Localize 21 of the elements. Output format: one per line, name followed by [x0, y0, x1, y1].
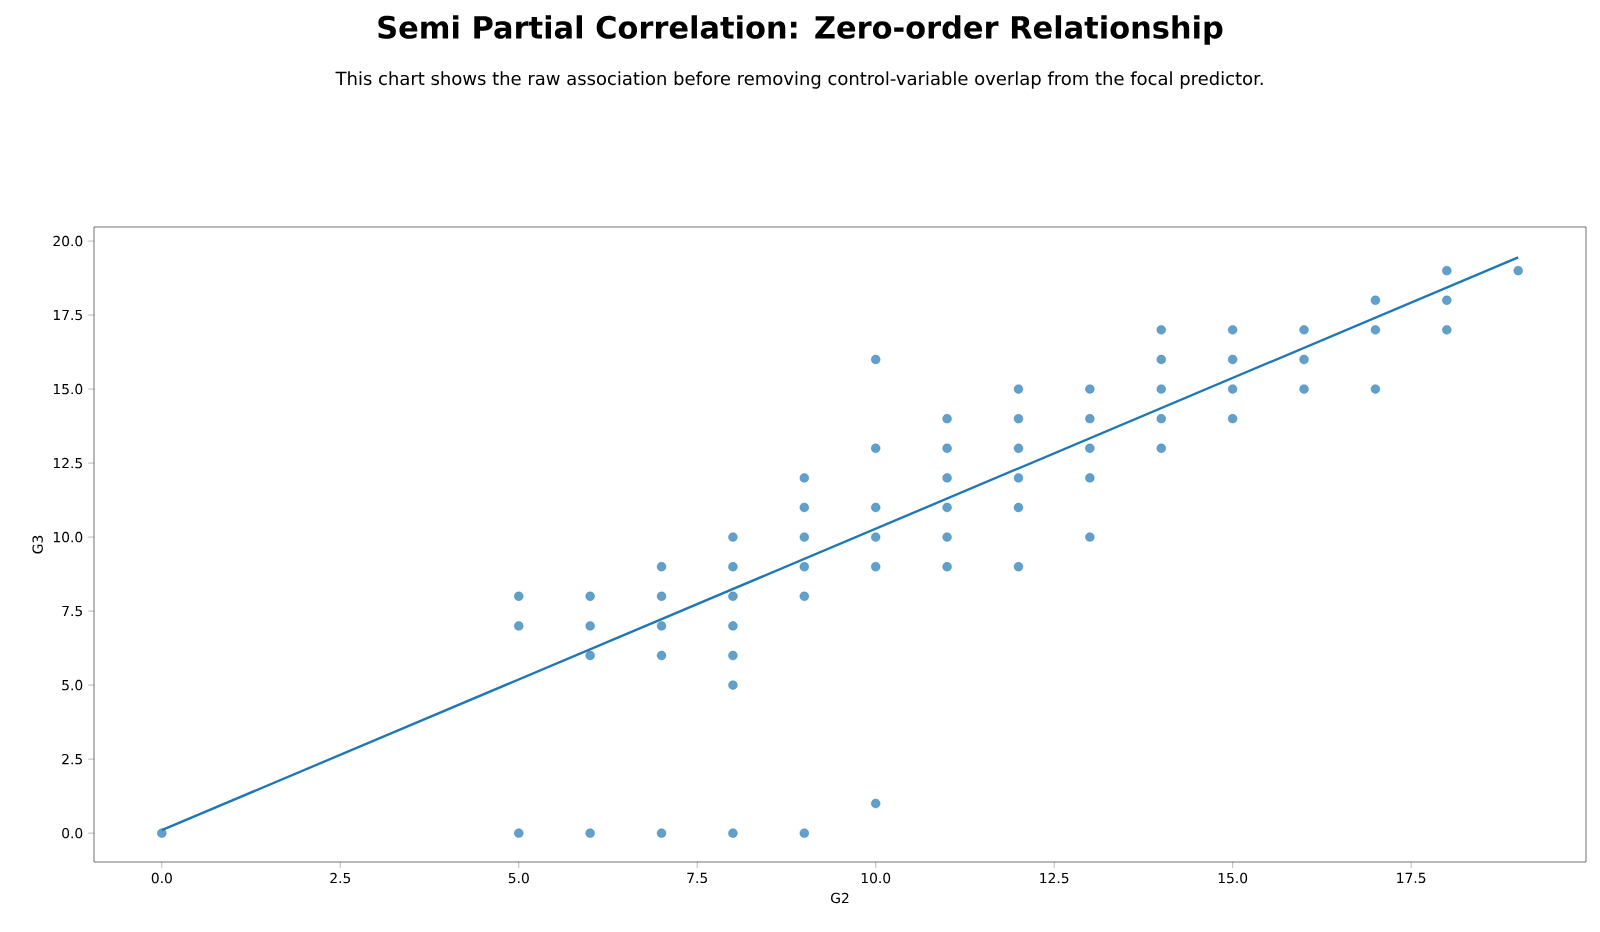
y-tick-label: 0.0	[62, 827, 83, 839]
chart-subtitle: This chart shows the raw association before removing control-variable overlap from the focal predictor.	[335, 71, 1263, 89]
x-tick-label: 7.5	[687, 872, 708, 884]
y-tick-label: 10.0	[53, 531, 83, 543]
y-tick-label: 15.0	[53, 383, 83, 395]
x-axis-title: G2	[831, 892, 849, 904]
x-tick-label: 12.5	[1040, 872, 1069, 884]
y-tick-label: 20.0	[53, 235, 83, 247]
x-tick-label: 2.5	[330, 872, 351, 884]
x-tick-label: 5.0	[508, 872, 529, 884]
y-tick-label: 5.0	[62, 679, 83, 691]
y-axis-title: G3	[32, 535, 43, 554]
y-tick-label: 17.5	[53, 309, 82, 321]
y-tick-label: 7.5	[62, 605, 82, 617]
chart-title: Semi Partial Correlation: Zero-order Relationship	[378, 15, 1223, 45]
x-tick-label: 15.0	[1218, 872, 1248, 884]
y-tick-label: 12.5	[53, 457, 82, 469]
x-tick-label: 0.0	[151, 872, 172, 884]
x-tick-label: 17.5	[1397, 872, 1426, 884]
y-tick-label: 2.5	[62, 753, 82, 765]
x-tick-label: 10.0	[861, 872, 891, 884]
